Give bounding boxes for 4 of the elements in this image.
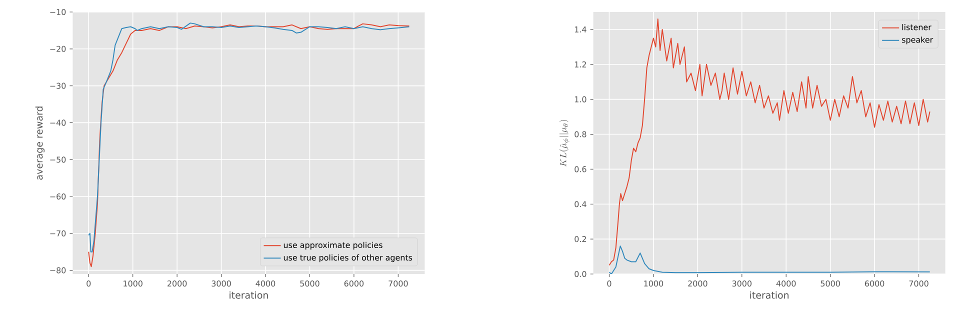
- y-axis-title: average reward: [35, 106, 45, 180]
- x-axis-title: iteration: [750, 291, 789, 299]
- y-axis-title: $KL(\hat{\mu}_\phi || \mu_\theta)$: [559, 120, 570, 167]
- x-axis-title: iteration: [230, 291, 268, 299]
